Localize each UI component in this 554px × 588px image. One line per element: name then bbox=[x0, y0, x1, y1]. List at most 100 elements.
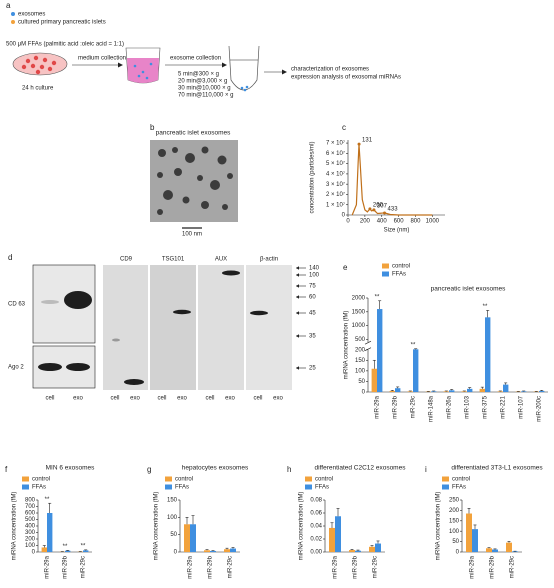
x-tick-label: miR-29c bbox=[373, 556, 379, 578]
panel-letter: b bbox=[150, 123, 155, 132]
marker-label: 35 bbox=[309, 334, 316, 340]
bar bbox=[369, 546, 375, 552]
legend-label: FFAs bbox=[315, 485, 329, 491]
marker-arrowhead bbox=[296, 295, 299, 299]
x-tick-label: miR-29a bbox=[470, 555, 476, 578]
significance: ** bbox=[45, 497, 50, 503]
x-axis-label: Size (nm) bbox=[384, 228, 410, 234]
medium bbox=[127, 58, 159, 83]
panel-letter: f bbox=[5, 465, 8, 474]
x-tick-label: miR-107 bbox=[519, 395, 525, 418]
bar bbox=[486, 548, 492, 552]
marker-label: 140 bbox=[309, 266, 320, 272]
bar bbox=[184, 524, 190, 552]
marker-arrowhead bbox=[296, 311, 299, 315]
bar bbox=[349, 550, 355, 552]
chart-title: differentiated 3T3-L1 exosomes bbox=[451, 465, 543, 472]
legend-text: exosomes bbox=[18, 12, 45, 18]
legend-label: FFAs bbox=[32, 485, 46, 491]
peak-label: 433 bbox=[388, 207, 399, 213]
blot bbox=[103, 265, 148, 390]
band bbox=[124, 379, 144, 385]
marker-arrowhead bbox=[296, 266, 299, 270]
legend-swatch bbox=[305, 484, 312, 490]
y-tick-label: 2000 bbox=[352, 296, 366, 302]
legend-swatch bbox=[305, 476, 312, 482]
bar bbox=[485, 317, 491, 392]
y-tick-label: 150 bbox=[167, 498, 178, 504]
lane-label: exo bbox=[130, 396, 140, 402]
panel-letter: g bbox=[147, 465, 151, 474]
marker-label: 75 bbox=[309, 284, 316, 290]
x-tick-label: 0 bbox=[346, 219, 350, 225]
x-tick-label: miR-29c bbox=[510, 556, 516, 578]
centrifugation: 5 min@300 × g bbox=[178, 72, 219, 78]
y-tick-label: 0.02 bbox=[310, 537, 322, 543]
legend-label: control bbox=[175, 477, 193, 483]
y-tick-label: 150 bbox=[449, 518, 460, 524]
legend-label: FFAs bbox=[452, 485, 466, 491]
bar bbox=[431, 391, 437, 392]
outcome: expression analysis of exosomal miRNAs bbox=[291, 75, 401, 81]
marker-arrowhead bbox=[296, 366, 299, 370]
y-tick-label: 50 bbox=[452, 539, 459, 545]
y-tick-label: 0.00 bbox=[310, 550, 322, 556]
y-tick-label: 200 bbox=[449, 508, 460, 514]
legend-swatch bbox=[442, 476, 449, 482]
x-tick-label: miR-29b bbox=[208, 555, 214, 578]
x-tick-label: miR-200c bbox=[537, 396, 543, 422]
peak-dot bbox=[372, 208, 376, 212]
blot bbox=[150, 265, 196, 390]
marker-arrowhead bbox=[296, 273, 299, 277]
bar bbox=[65, 550, 71, 552]
lane-label: exo bbox=[225, 396, 235, 402]
y-tick-label: 5 × 10⁷ bbox=[326, 160, 345, 167]
bar bbox=[329, 527, 335, 552]
bar bbox=[190, 524, 196, 552]
y-tick-label: 700 bbox=[25, 504, 36, 510]
pellet bbox=[240, 85, 249, 92]
x-tick-label: miR-29a bbox=[45, 555, 51, 578]
bar bbox=[230, 548, 236, 552]
y-axis-label: miRNA concentration (fM) bbox=[12, 492, 18, 561]
y-tick-label: 1500 bbox=[352, 309, 366, 315]
bar bbox=[371, 368, 377, 392]
culture: 24 h culture bbox=[22, 86, 54, 92]
panel-letter: e bbox=[343, 263, 348, 272]
y-tick-label: 1 × 10⁷ bbox=[326, 201, 345, 208]
bar bbox=[521, 391, 527, 392]
bar bbox=[204, 550, 210, 552]
image-title: pancreatic islet exosomes bbox=[156, 130, 232, 137]
y-tick-label: 0 bbox=[174, 550, 178, 556]
step: exosome collection bbox=[170, 56, 221, 62]
y-tick-label: 500 bbox=[25, 517, 36, 523]
significance: ** bbox=[375, 294, 380, 300]
dish bbox=[12, 52, 68, 76]
panel-letter: d bbox=[8, 253, 12, 262]
band bbox=[112, 338, 120, 342]
band bbox=[222, 270, 240, 276]
bar bbox=[467, 388, 473, 392]
centrifugation: 70 min@110,000 × g bbox=[178, 93, 234, 99]
lane-label: exo bbox=[73, 396, 83, 402]
y-tick-label: 2 × 10⁷ bbox=[326, 191, 345, 198]
chart-title: MIN 6 exosomes bbox=[46, 465, 96, 472]
lane-label: cell bbox=[253, 396, 262, 402]
row-label: Ago 2 bbox=[8, 365, 24, 371]
y-tick-label: 500 bbox=[355, 337, 366, 343]
bar bbox=[492, 549, 498, 552]
y-axis-label: concentration (particles/ml) bbox=[310, 141, 316, 213]
chart-title: hepatocytes exosomes bbox=[182, 465, 249, 472]
legend-swatch bbox=[165, 476, 172, 482]
legend-swatch bbox=[22, 484, 29, 490]
legend-dot bbox=[11, 12, 15, 16]
bar bbox=[47, 513, 53, 552]
bar bbox=[377, 309, 383, 392]
y-tick-label: 50 bbox=[358, 379, 365, 385]
y-tick-label: 50 bbox=[170, 532, 177, 538]
band bbox=[38, 363, 62, 371]
lane-label: cell bbox=[205, 396, 214, 402]
panel-a: a exosomes cultured primary pancreatic i… bbox=[6, 1, 401, 98]
peak-dot bbox=[357, 142, 361, 146]
peak-dot bbox=[383, 211, 387, 215]
